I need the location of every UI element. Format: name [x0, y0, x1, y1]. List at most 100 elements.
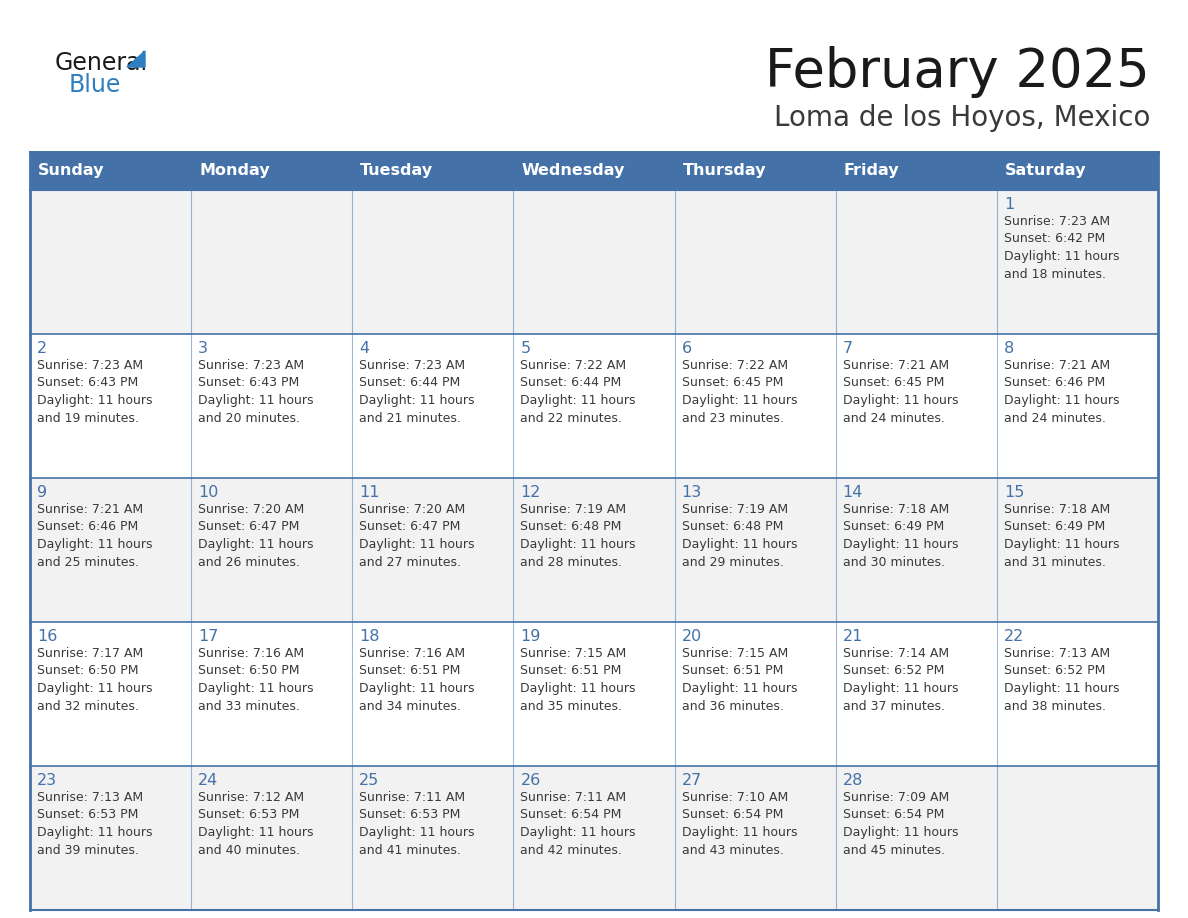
Text: Sunrise: 7:19 AM: Sunrise: 7:19 AM: [520, 503, 626, 516]
Text: Daylight: 11 hours: Daylight: 11 hours: [198, 394, 314, 407]
Text: 15: 15: [1004, 485, 1024, 500]
Text: Loma de los Hoyos, Mexico: Loma de los Hoyos, Mexico: [773, 104, 1150, 132]
Text: and 32 minutes.: and 32 minutes.: [37, 700, 139, 712]
Text: Daylight: 11 hours: Daylight: 11 hours: [682, 394, 797, 407]
Text: Thursday: Thursday: [683, 163, 766, 178]
Text: 25: 25: [359, 773, 379, 788]
Text: Sunset: 6:54 PM: Sunset: 6:54 PM: [520, 809, 621, 822]
Bar: [30, 334, 1158, 478]
Bar: [191, 152, 353, 190]
Text: Daylight: 11 hours: Daylight: 11 hours: [359, 682, 475, 695]
Text: 10: 10: [198, 485, 219, 500]
Text: Sunset: 6:45 PM: Sunset: 6:45 PM: [842, 376, 944, 389]
Text: and 24 minutes.: and 24 minutes.: [842, 411, 944, 424]
Text: Sunrise: 7:21 AM: Sunrise: 7:21 AM: [37, 503, 143, 516]
Bar: [675, 152, 835, 190]
Text: and 43 minutes.: and 43 minutes.: [682, 844, 783, 856]
Text: Sunrise: 7:13 AM: Sunrise: 7:13 AM: [1004, 647, 1110, 660]
Text: 27: 27: [682, 773, 702, 788]
Text: Sunset: 6:51 PM: Sunset: 6:51 PM: [682, 665, 783, 677]
Text: Sunset: 6:45 PM: Sunset: 6:45 PM: [682, 376, 783, 389]
Text: Sunrise: 7:15 AM: Sunrise: 7:15 AM: [682, 647, 788, 660]
Text: 22: 22: [1004, 629, 1024, 644]
Text: and 41 minutes.: and 41 minutes.: [359, 844, 461, 856]
Text: Daylight: 11 hours: Daylight: 11 hours: [37, 682, 152, 695]
Text: Sunset: 6:52 PM: Sunset: 6:52 PM: [1004, 665, 1105, 677]
Bar: [30, 478, 1158, 622]
Text: and 19 minutes.: and 19 minutes.: [37, 411, 139, 424]
Text: Sunset: 6:50 PM: Sunset: 6:50 PM: [198, 665, 299, 677]
Text: 7: 7: [842, 341, 853, 356]
Text: and 37 minutes.: and 37 minutes.: [842, 700, 944, 712]
Text: Daylight: 11 hours: Daylight: 11 hours: [198, 538, 314, 551]
Bar: [997, 152, 1158, 190]
Text: Sunset: 6:53 PM: Sunset: 6:53 PM: [359, 809, 461, 822]
Text: Sunrise: 7:20 AM: Sunrise: 7:20 AM: [198, 503, 304, 516]
Text: Sunrise: 7:21 AM: Sunrise: 7:21 AM: [1004, 359, 1110, 372]
Text: Sunrise: 7:20 AM: Sunrise: 7:20 AM: [359, 503, 466, 516]
Text: Daylight: 11 hours: Daylight: 11 hours: [520, 394, 636, 407]
Text: Daylight: 11 hours: Daylight: 11 hours: [842, 682, 959, 695]
Text: and 28 minutes.: and 28 minutes.: [520, 555, 623, 568]
Text: Sunset: 6:54 PM: Sunset: 6:54 PM: [842, 809, 944, 822]
Text: Sunset: 6:54 PM: Sunset: 6:54 PM: [682, 809, 783, 822]
Text: Sunset: 6:52 PM: Sunset: 6:52 PM: [842, 665, 944, 677]
Text: 19: 19: [520, 629, 541, 644]
Text: Daylight: 11 hours: Daylight: 11 hours: [842, 538, 959, 551]
Text: 16: 16: [37, 629, 57, 644]
Text: Daylight: 11 hours: Daylight: 11 hours: [520, 538, 636, 551]
Text: 4: 4: [359, 341, 369, 356]
Text: and 33 minutes.: and 33 minutes.: [198, 700, 301, 712]
Text: Daylight: 11 hours: Daylight: 11 hours: [198, 826, 314, 839]
Text: Daylight: 11 hours: Daylight: 11 hours: [1004, 682, 1119, 695]
Text: 5: 5: [520, 341, 531, 356]
Text: and 21 minutes.: and 21 minutes.: [359, 411, 461, 424]
Text: Sunset: 6:51 PM: Sunset: 6:51 PM: [359, 665, 461, 677]
Text: Sunset: 6:48 PM: Sunset: 6:48 PM: [682, 521, 783, 533]
Text: Daylight: 11 hours: Daylight: 11 hours: [1004, 394, 1119, 407]
Text: Blue: Blue: [69, 73, 121, 97]
Text: 6: 6: [682, 341, 691, 356]
Text: and 18 minutes.: and 18 minutes.: [1004, 267, 1106, 281]
Text: and 39 minutes.: and 39 minutes.: [37, 844, 139, 856]
Text: General: General: [55, 51, 148, 75]
Text: Sunset: 6:49 PM: Sunset: 6:49 PM: [1004, 521, 1105, 533]
Text: and 35 minutes.: and 35 minutes.: [520, 700, 623, 712]
Text: Daylight: 11 hours: Daylight: 11 hours: [37, 394, 152, 407]
Text: Sunrise: 7:23 AM: Sunrise: 7:23 AM: [359, 359, 466, 372]
Text: 2: 2: [37, 341, 48, 356]
Text: 18: 18: [359, 629, 380, 644]
Text: Daylight: 11 hours: Daylight: 11 hours: [37, 538, 152, 551]
Text: and 45 minutes.: and 45 minutes.: [842, 844, 944, 856]
Text: Daylight: 11 hours: Daylight: 11 hours: [1004, 538, 1119, 551]
Text: Daylight: 11 hours: Daylight: 11 hours: [682, 538, 797, 551]
Text: Sunrise: 7:16 AM: Sunrise: 7:16 AM: [198, 647, 304, 660]
Text: Sunrise: 7:23 AM: Sunrise: 7:23 AM: [198, 359, 304, 372]
Text: 8: 8: [1004, 341, 1015, 356]
Text: and 34 minutes.: and 34 minutes.: [359, 700, 461, 712]
Text: Sunrise: 7:10 AM: Sunrise: 7:10 AM: [682, 791, 788, 804]
Bar: [30, 766, 1158, 910]
Text: Sunrise: 7:11 AM: Sunrise: 7:11 AM: [520, 791, 626, 804]
Text: Sunset: 6:46 PM: Sunset: 6:46 PM: [37, 521, 138, 533]
Text: and 29 minutes.: and 29 minutes.: [682, 555, 783, 568]
Text: and 22 minutes.: and 22 minutes.: [520, 411, 623, 424]
Text: Sunset: 6:44 PM: Sunset: 6:44 PM: [359, 376, 461, 389]
Text: Daylight: 11 hours: Daylight: 11 hours: [520, 682, 636, 695]
Text: 3: 3: [198, 341, 208, 356]
Text: and 20 minutes.: and 20 minutes.: [198, 411, 301, 424]
Text: and 23 minutes.: and 23 minutes.: [682, 411, 783, 424]
Text: 14: 14: [842, 485, 864, 500]
Text: Sunrise: 7:18 AM: Sunrise: 7:18 AM: [1004, 503, 1110, 516]
Text: Sunrise: 7:13 AM: Sunrise: 7:13 AM: [37, 791, 143, 804]
Text: Daylight: 11 hours: Daylight: 11 hours: [842, 826, 959, 839]
Bar: [513, 152, 675, 190]
Text: 11: 11: [359, 485, 380, 500]
Text: 13: 13: [682, 485, 702, 500]
Text: Sunset: 6:49 PM: Sunset: 6:49 PM: [842, 521, 944, 533]
Text: Sunrise: 7:11 AM: Sunrise: 7:11 AM: [359, 791, 466, 804]
Text: Sunday: Sunday: [38, 163, 105, 178]
Text: Sunrise: 7:14 AM: Sunrise: 7:14 AM: [842, 647, 949, 660]
Text: 26: 26: [520, 773, 541, 788]
Text: and 38 minutes.: and 38 minutes.: [1004, 700, 1106, 712]
